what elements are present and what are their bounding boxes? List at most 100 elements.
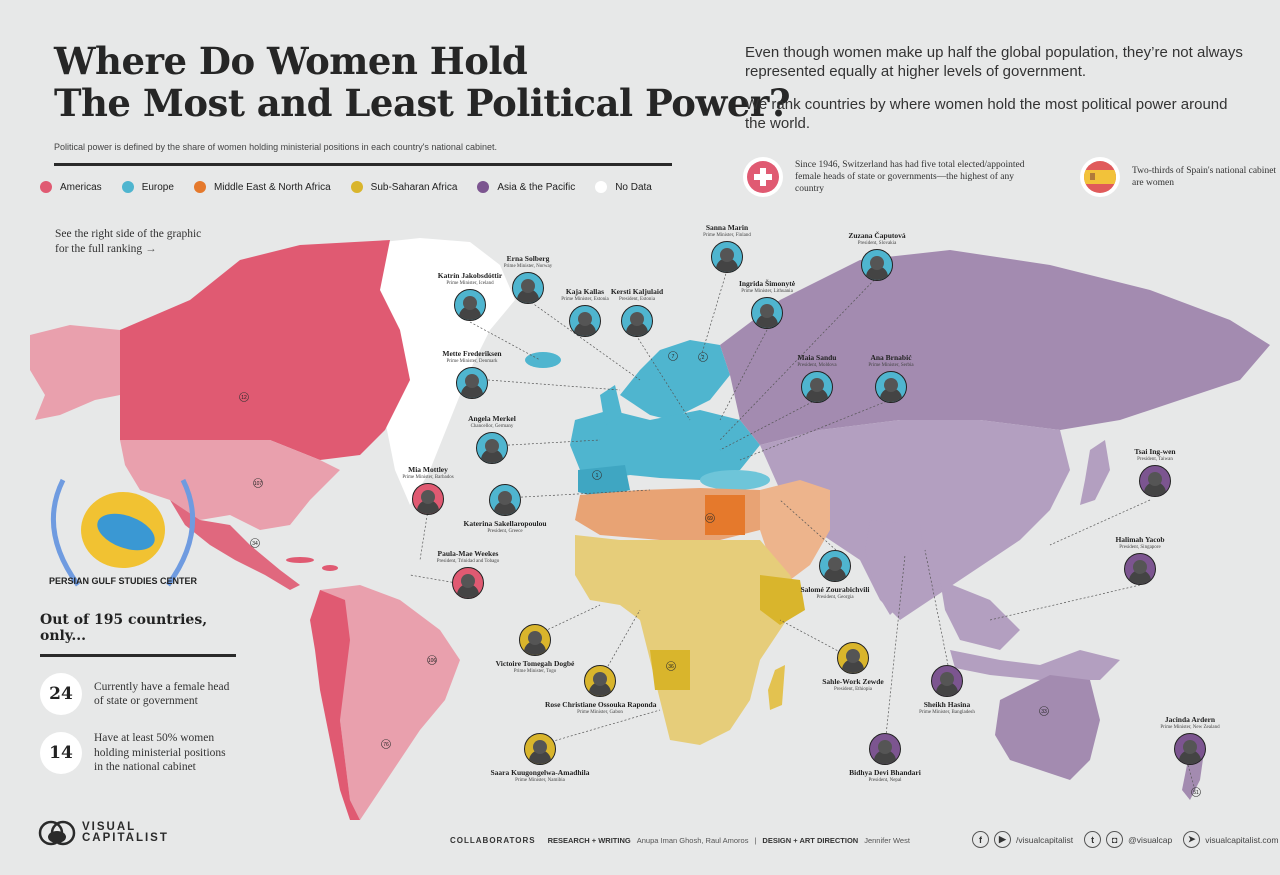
middle-east-shape bbox=[760, 480, 830, 580]
leader-name: Kaja Kallas bbox=[565, 287, 605, 296]
leader-katrin-jakobsdottir: Katrín Jakobsdóttir Prime Minister, Icela… bbox=[420, 271, 520, 324]
leader-name: Mette Frederiksen bbox=[442, 349, 502, 358]
leader-role: Prime Minister, Lithuania bbox=[741, 289, 793, 294]
leader-photo bbox=[454, 289, 486, 321]
legend-label: No Data bbox=[615, 181, 652, 193]
leader-name: Erna Solberg bbox=[506, 254, 550, 263]
leader-rose-christiane-ossouka-raponda: Rose Christiane Ossouka Raponda Prime Min… bbox=[545, 665, 657, 715]
angola-shape bbox=[650, 650, 690, 690]
rank-marker-sweden: 7 bbox=[668, 351, 678, 361]
leader-photo bbox=[476, 432, 508, 464]
facebook-youtube-handle[interactable]: /visualcapitalist bbox=[1016, 834, 1074, 845]
leader-photo bbox=[512, 272, 544, 304]
leader-role: Prime Minister, Namibia bbox=[515, 778, 565, 783]
leader-photo bbox=[861, 249, 893, 281]
leader-photo bbox=[1124, 553, 1156, 585]
leader-photo bbox=[711, 241, 743, 273]
leader-ana-brnabic: Ana Brnabić Prime Minister, Serbia bbox=[851, 353, 931, 406]
svg-text:107: 107 bbox=[254, 481, 263, 487]
turkey-shape bbox=[700, 470, 770, 490]
facebook-icon[interactable]: f bbox=[972, 831, 989, 848]
leader-role: Prime Minister, Denmark bbox=[446, 359, 498, 364]
indonesia-shape bbox=[950, 650, 1120, 680]
leader-bidhya-devi-bhandari: Bidhya Devi Bhandari President, Nepal bbox=[845, 733, 925, 783]
rank-marker-mexico: 34 bbox=[250, 538, 260, 548]
scandinavia-shape bbox=[620, 340, 730, 420]
cursor-icon: ➤ bbox=[1183, 831, 1201, 848]
leader-photo bbox=[819, 550, 851, 582]
leader-role: Prime Minister, Bangladesh bbox=[919, 710, 975, 715]
leader-name: Katrín Jakobsdóttir bbox=[437, 271, 503, 280]
watermark-text: PERSIAN GULF STUDIES CENTER bbox=[49, 576, 198, 586]
europe-main-shape bbox=[570, 410, 760, 480]
rank-marker-usa: 107 bbox=[253, 478, 263, 488]
leader-role: President, Estonia bbox=[618, 297, 656, 302]
title-line-2: The Most and Least Political Power? bbox=[54, 81, 791, 125]
leader-kaja-kallas: Kaja Kallas Prime Minister, Estonia bbox=[545, 287, 625, 340]
stat-cabinet-parity: 14 Have at least 50% women holding minis… bbox=[40, 731, 236, 775]
see-right-line2: for the full ranking bbox=[55, 243, 143, 255]
twitter-instagram-handle[interactable]: @visualcap bbox=[1128, 834, 1173, 845]
leader-role: President, Singapore bbox=[1119, 545, 1161, 550]
watermark-logo: PERSIAN GULF STUDIES CENTER bbox=[38, 460, 208, 600]
instagram-icon[interactable]: ◘ bbox=[1106, 831, 1124, 848]
research-label: RESEARCH + WRITING bbox=[547, 836, 631, 845]
leader-katerina-sakellaropoulou: Katerina Sakellaropoulou President, Greec… bbox=[455, 484, 555, 534]
leader-photo bbox=[456, 367, 488, 399]
see-right-note: See the right side of the graphic for th… bbox=[55, 227, 201, 257]
leader-name: Ana Brnabić bbox=[870, 353, 912, 362]
stats-panel: Out of 195 countries, only... 24 Current… bbox=[40, 612, 236, 775]
design-names: Jennifer West bbox=[864, 836, 910, 845]
australia-shape bbox=[995, 675, 1100, 780]
title-divider bbox=[54, 163, 672, 166]
canada-shape bbox=[120, 240, 410, 460]
usa-shape bbox=[120, 440, 340, 530]
leader-zuzana-caputova: Zuzana Čaputová President, Slovakia bbox=[837, 231, 917, 284]
rank-marker-argentina: 76 bbox=[381, 739, 391, 749]
svg-text:51: 51 bbox=[1193, 790, 1199, 796]
arrow-right-icon: → bbox=[145, 243, 157, 255]
leader-role: Prime Minister, Togo bbox=[513, 669, 557, 674]
leader-photo bbox=[412, 483, 444, 515]
nodata-swatch-icon bbox=[595, 181, 608, 193]
leader-role: Prime Minister, Finland bbox=[703, 233, 751, 238]
leader-photo bbox=[1174, 733, 1206, 765]
leader-maia-sandu: Maia Sandu President, Moldova bbox=[777, 353, 857, 406]
leader-name: Sahle-Work Zewde bbox=[822, 677, 884, 686]
japan-shape bbox=[1080, 440, 1110, 505]
leader-name: Zuzana Čaputová bbox=[848, 231, 906, 240]
leader-sanna-marin: Sanna Marin Prime Minister, Finland bbox=[687, 223, 767, 276]
see-right-line1: See the right side of the graphic bbox=[55, 228, 202, 240]
south-america-shape bbox=[315, 585, 460, 820]
leader-role: President, Moldova bbox=[797, 363, 837, 368]
svg-text:2: 2 bbox=[702, 355, 705, 361]
fact-text: Two-thirds of Spain's national cabinet a… bbox=[1132, 166, 1277, 188]
leader-photo bbox=[489, 484, 521, 516]
fun-facts: Since 1946, Switzerland has had five tot… bbox=[743, 157, 1280, 197]
leader-name: Kersti Kaljulaid bbox=[610, 287, 664, 296]
intro-paragraph-1: Even though women make up half the globa… bbox=[745, 44, 1243, 80]
uk-shape bbox=[600, 385, 622, 425]
svg-text:36: 36 bbox=[668, 664, 674, 670]
leader-saara-kuugongelwa-amadhila: Saara Kuugongelwa-Amadhila Prime Minister… bbox=[490, 733, 590, 783]
asia-main-shape bbox=[760, 420, 1070, 620]
twitter-icon[interactable]: t bbox=[1084, 831, 1102, 848]
leader-role: President, Taiwan bbox=[1137, 457, 1173, 462]
social-links: f ▶ /visualcapitalist t ◘ @visualcap ➤ v… bbox=[972, 831, 1278, 848]
iceland-shape bbox=[525, 352, 561, 368]
swiss-flag-icon bbox=[743, 157, 783, 197]
title-line-1: Where Do Women Hold bbox=[54, 39, 528, 83]
svg-text:76: 76 bbox=[383, 742, 389, 748]
youtube-icon[interactable]: ▶ bbox=[994, 831, 1011, 848]
stat-female-heads: 24 Currently have a female head of state… bbox=[40, 673, 236, 715]
intro-text: Even though women make up half the globa… bbox=[745, 43, 1245, 133]
visual-capitalist-logo[interactable]: VISUAL CAPITALIST bbox=[38, 820, 169, 846]
leader-role: President, Greece bbox=[487, 529, 523, 534]
website-link[interactable]: visualcapitalist.com bbox=[1205, 834, 1279, 845]
leader-photo bbox=[524, 733, 556, 765]
andes-countries-shape bbox=[310, 590, 360, 820]
legend-item-nodata: No Data bbox=[595, 181, 652, 193]
leader-name: Rose Christiane Ossouka Raponda bbox=[545, 700, 657, 709]
mena-swatch-icon bbox=[193, 181, 206, 193]
leader-jacinda-ardern: Jacinda Ardern Prime Minister, New Zealan… bbox=[1145, 715, 1235, 768]
